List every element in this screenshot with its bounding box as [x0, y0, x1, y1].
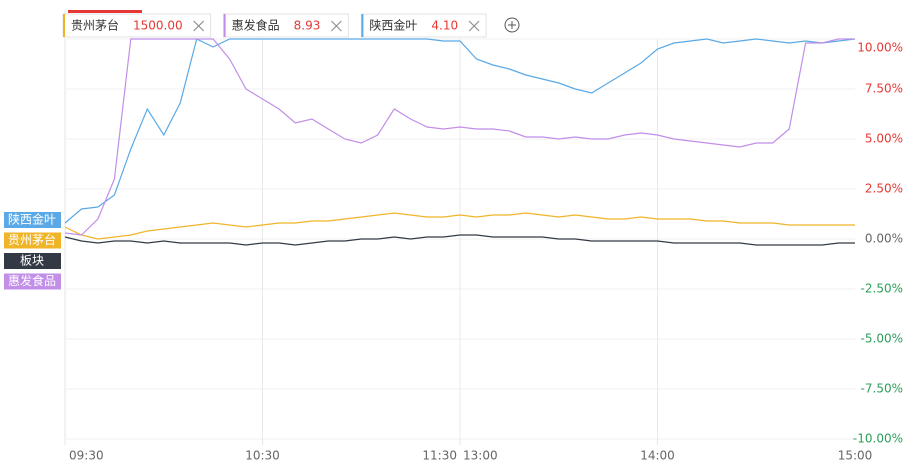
legend-name: 陕西金叶 [369, 18, 417, 33]
side-label: 贵州茅台 [8, 232, 56, 247]
close-button[interactable] [468, 20, 480, 32]
side-label-bg [4, 253, 61, 269]
active-tab [68, 10, 142, 13]
y-tick-label: 10.00% [857, 41, 903, 55]
side-label-bg [4, 212, 61, 228]
side-label: 陕西金叶 [8, 212, 56, 227]
legend-item[interactable]: 惠发食品 8.93 [223, 13, 349, 38]
y-tick-label: 7.50% [865, 82, 903, 96]
legend-item[interactable]: 贵州茅台 1500.00 [62, 13, 212, 38]
legend-name: 惠发食品 [232, 18, 280, 33]
y-tick-label: 2.50% [865, 182, 903, 196]
close-icon [468, 20, 480, 32]
x-tick-label: 11:30 [422, 449, 457, 463]
legend-name: 贵州茅台 [71, 18, 119, 33]
side-label-bg [4, 232, 61, 249]
y-tick-label: -7.50% [861, 382, 903, 396]
side-label: 板块 [20, 254, 44, 268]
series-line [64, 38, 855, 236]
legend-item[interactable]: 陕西金叶 4.10 [360, 13, 487, 38]
y-tick-label: -10.00% [853, 432, 903, 446]
legend-price: 4.10 [431, 19, 458, 33]
legend-price: 1500.00 [133, 19, 183, 33]
side-label-bg [4, 273, 61, 290]
y-tick-label: 0.00% [865, 232, 903, 246]
close-button[interactable] [193, 20, 204, 32]
close-icon [331, 20, 342, 32]
legend-color [361, 14, 364, 37]
x-tick-label: 10:30 [245, 449, 280, 463]
x-tick-label: 14:00 [640, 449, 675, 463]
x-tick-label: 13:00 [463, 449, 498, 463]
y-tick-label: -5.00% [861, 332, 903, 346]
legend-price: 8.93 [294, 19, 321, 33]
x-tick-label: 09:30 [69, 449, 104, 463]
add-button[interactable] [504, 17, 520, 33]
legend-color [63, 14, 65, 37]
close-icon [193, 20, 204, 32]
y-tick-label: -2.50% [861, 282, 903, 296]
side-label: 惠发食品 [8, 273, 56, 288]
y-tick-label: 5.00% [865, 132, 903, 146]
close-button[interactable] [331, 20, 342, 32]
legend-color [223, 14, 226, 37]
series-line [64, 212, 855, 240]
x-tick-label: 15:00 [838, 449, 873, 463]
series-line [64, 234, 855, 246]
